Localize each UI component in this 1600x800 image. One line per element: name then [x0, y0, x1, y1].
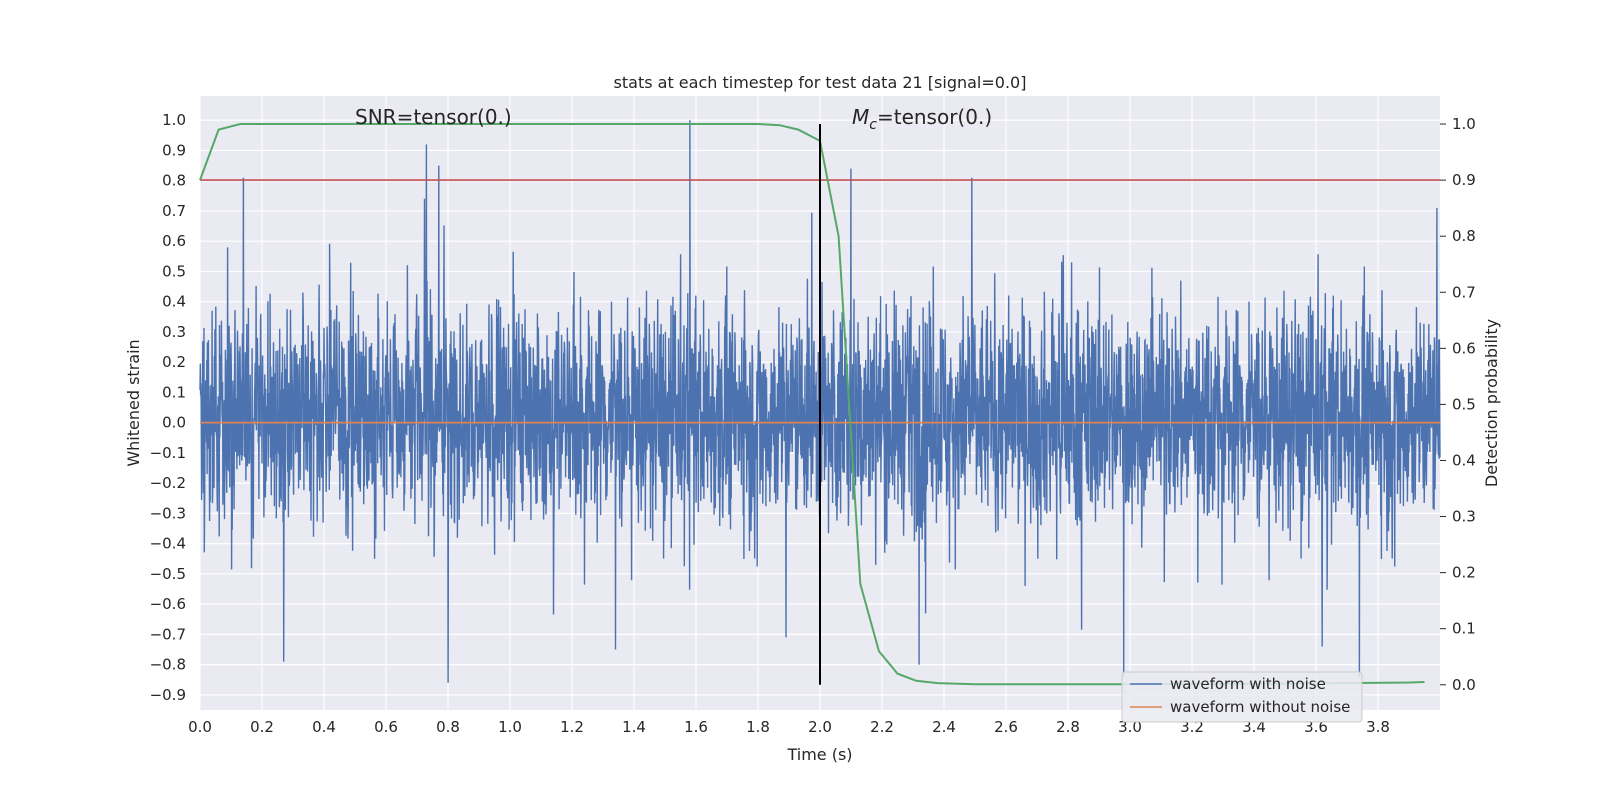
y-right-tick-label: 0.7 [1452, 283, 1476, 301]
y-tick-label: −0.9 [150, 686, 186, 704]
y-axis-title: Whitened strain [124, 339, 143, 466]
y-axis-right-title: Detection probability [1482, 319, 1501, 487]
y-right-tick-label: 0.0 [1452, 676, 1476, 694]
y-right-tick-label: 0.4 [1452, 451, 1476, 469]
y-right-tick-label: 1.0 [1452, 115, 1476, 133]
y-right-tick-label: 0.9 [1452, 171, 1476, 189]
y-tick-label: 0.7 [162, 202, 186, 220]
x-tick-label: 1.2 [560, 718, 584, 736]
legend: waveform with noise waveform without noi… [1121, 671, 1363, 723]
y-tick-label: 0.5 [162, 262, 186, 280]
y-right-tick-label: 0.3 [1452, 508, 1476, 526]
y-tick-label: −0.6 [150, 595, 186, 613]
snr-annotation: SNR=tensor(0.) [355, 105, 512, 129]
y-right-tick-label: 0.1 [1452, 620, 1476, 638]
y-right-tick-label: 0.2 [1452, 564, 1476, 582]
y-tick-label: 0.9 [162, 141, 186, 159]
y-tick-label: 0.3 [162, 323, 186, 341]
legend-label-clean: waveform without noise [1170, 698, 1350, 716]
x-tick-label: 2.4 [932, 718, 956, 736]
y-tick-label: 0.6 [162, 232, 186, 250]
x-tick-label: 2.2 [870, 718, 894, 736]
legend-label-noise: waveform with noise [1170, 675, 1326, 693]
chirp-mass-annotation: Mc=tensor(0.) [852, 105, 992, 133]
y-tick-label: −0.5 [150, 565, 186, 583]
y-tick-label: 0.1 [162, 383, 186, 401]
x-tick-label: 0.6 [374, 718, 398, 736]
series-detection-probability [199, 123, 1425, 686]
x-tick-label: 1.4 [622, 718, 646, 736]
y-tick-label: 0.0 [162, 414, 186, 432]
legend-box [1121, 671, 1363, 723]
x-tick-label: 3.8 [1366, 718, 1390, 736]
x-tick-label: 1.6 [684, 718, 708, 736]
y-tick-label: −0.1 [150, 444, 186, 462]
y-tick-label: 0.8 [162, 172, 186, 190]
y-tick-label: −0.3 [150, 504, 186, 522]
x-tick-label: 1.8 [746, 718, 770, 736]
y-axis-right-ticks: 1.0 0.9 0.8 0.7 0.6 0.5 0.4 0.3 0.2 0.1 0.0 [1440, 115, 1476, 694]
y-tick-label: −0.4 [150, 535, 186, 553]
x-tick-label: 0.4 [312, 718, 336, 736]
x-tick-label: 2.0 [808, 718, 832, 736]
x-tick-label: 0.2 [250, 718, 274, 736]
y-right-tick-label: 0.6 [1452, 339, 1476, 357]
x-tick-label: 0.8 [436, 718, 460, 736]
detection-probability-line [199, 123, 1425, 686]
y-tick-label: 0.4 [162, 293, 186, 311]
y-tick-label: −0.2 [150, 474, 186, 492]
y-tick-label: −0.8 [150, 656, 186, 674]
y-right-tick-label: 0.8 [1452, 227, 1476, 245]
y-tick-label: −0.7 [150, 625, 186, 643]
x-tick-label: 1.0 [498, 718, 522, 736]
y-axis-ticks: 1.0 0.9 0.8 0.7 0.6 0.5 0.4 0.3 0.2 0.1 0.0 −0.1 −0.… [150, 111, 186, 704]
chart-title: stats at each timestep for test data 21 … [614, 73, 1027, 92]
x-tick-label: 2.6 [994, 718, 1018, 736]
x-axis-title: Time (s) [786, 745, 852, 764]
y-tick-label: 1.0 [162, 111, 186, 129]
x-tick-label: 2.8 [1056, 718, 1080, 736]
y-right-tick-label: 0.5 [1452, 395, 1476, 413]
y-tick-label: 0.2 [162, 353, 186, 371]
x-tick-label: 0.0 [188, 718, 212, 736]
